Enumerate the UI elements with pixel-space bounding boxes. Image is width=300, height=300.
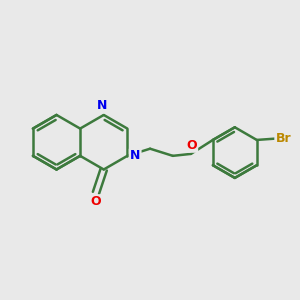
Text: O: O bbox=[186, 139, 197, 152]
Text: Br: Br bbox=[276, 132, 291, 145]
Text: N: N bbox=[130, 149, 140, 162]
Text: N: N bbox=[97, 99, 108, 112]
Text: O: O bbox=[91, 195, 101, 208]
